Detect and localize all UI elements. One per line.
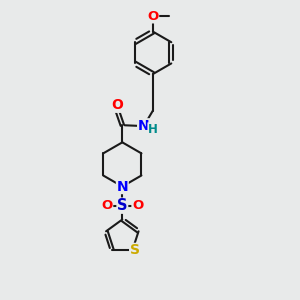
Text: O: O [147, 10, 159, 23]
Text: O: O [132, 199, 143, 212]
Text: H: H [148, 123, 158, 136]
Text: N: N [116, 179, 128, 194]
Text: O: O [101, 199, 112, 212]
Text: S: S [117, 198, 128, 213]
Text: N: N [138, 119, 149, 133]
Text: S: S [130, 243, 140, 257]
Text: O: O [111, 98, 123, 112]
